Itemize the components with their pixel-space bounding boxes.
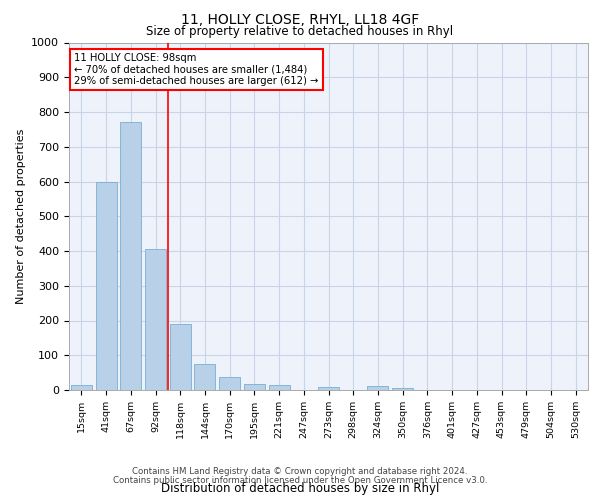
Text: Size of property relative to detached houses in Rhyl: Size of property relative to detached ho…: [146, 25, 454, 38]
Bar: [120, 122, 141, 390]
Y-axis label: Number of detached properties: Number of detached properties: [16, 128, 26, 304]
Text: Contains HM Land Registry data © Crown copyright and database right 2024.: Contains HM Land Registry data © Crown c…: [132, 467, 468, 476]
Bar: [71, 385, 92, 390]
Bar: [194, 364, 215, 390]
Bar: [392, 388, 413, 390]
Bar: [170, 324, 191, 390]
Bar: [244, 384, 265, 390]
Text: Contains public sector information licensed under the Open Government Licence v3: Contains public sector information licen…: [113, 476, 487, 485]
Bar: [367, 386, 388, 390]
Bar: [95, 182, 116, 390]
Text: 11, HOLLY CLOSE, RHYL, LL18 4GF: 11, HOLLY CLOSE, RHYL, LL18 4GF: [181, 12, 419, 26]
Bar: [145, 250, 166, 390]
Bar: [318, 386, 339, 390]
Text: 11 HOLLY CLOSE: 98sqm
← 70% of detached houses are smaller (1,484)
29% of semi-d: 11 HOLLY CLOSE: 98sqm ← 70% of detached …: [74, 53, 319, 86]
Text: Distribution of detached houses by size in Rhyl: Distribution of detached houses by size …: [161, 482, 439, 495]
Bar: [219, 377, 240, 390]
Bar: [269, 385, 290, 390]
